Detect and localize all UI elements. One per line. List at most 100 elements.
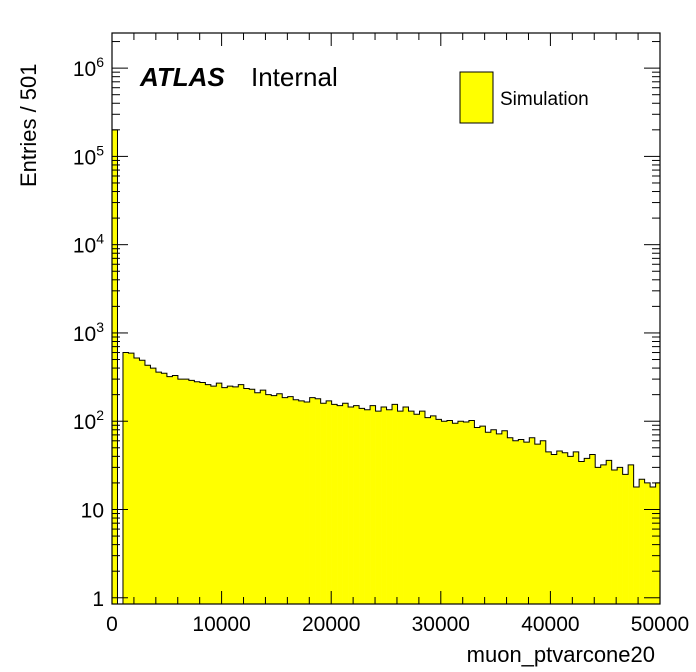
histogram-bar xyxy=(386,409,393,604)
histogram-bar xyxy=(183,379,190,604)
histogram-bar xyxy=(254,392,261,604)
histogram-bar xyxy=(359,408,365,604)
histogram-bar xyxy=(326,400,332,604)
histogram-bar xyxy=(166,376,173,604)
histogram-bar xyxy=(271,395,278,604)
y-tick-label: 105 xyxy=(73,142,104,169)
histogram-bar xyxy=(205,384,212,604)
histogram-bar xyxy=(430,415,437,604)
histogram-bar xyxy=(188,380,195,604)
histogram-bar xyxy=(265,394,272,604)
histogram-bar xyxy=(617,467,623,604)
y-tick-label: 1 xyxy=(92,588,104,611)
atlas-label: ATLAS xyxy=(139,62,225,92)
histogram-bar xyxy=(507,437,514,604)
histogram-bar xyxy=(397,411,404,604)
histogram-bar xyxy=(144,365,151,604)
histogram-bar xyxy=(337,405,343,604)
y-axis-title: Entries / 501 xyxy=(16,63,41,187)
histogram-bar xyxy=(287,396,294,604)
histogram-bar xyxy=(479,426,486,604)
histogram-bars xyxy=(111,129,661,605)
histogram-bar xyxy=(584,458,591,604)
histogram-bar xyxy=(172,375,179,604)
histogram-bar xyxy=(238,384,245,604)
histogram-bar xyxy=(628,464,634,604)
histogram-bar xyxy=(342,403,349,604)
histogram-bar xyxy=(534,444,541,604)
y-tick-label: 104 xyxy=(73,231,104,258)
histogram-bar xyxy=(370,405,376,604)
histogram-bar xyxy=(199,382,206,604)
histogram-bar xyxy=(435,419,442,604)
histogram-bar xyxy=(304,402,310,604)
x-tick-label: 50000 xyxy=(631,613,689,636)
histogram-bar xyxy=(501,430,508,604)
histogram-bar xyxy=(540,440,547,604)
histogram-bar xyxy=(551,454,558,604)
histogram-bar xyxy=(150,368,157,604)
histogram-bar xyxy=(463,422,470,604)
histogram-bar xyxy=(496,433,503,604)
histogram-bar xyxy=(216,383,223,604)
histogram-bar xyxy=(194,381,201,604)
histogram-bar xyxy=(567,456,574,604)
histogram-bar xyxy=(424,417,431,604)
histogram-bar xyxy=(452,423,459,604)
histogram-bar xyxy=(639,479,645,604)
histogram-bar xyxy=(611,470,618,604)
histogram-bar xyxy=(348,406,354,604)
y-tick-labels: 1 10 102 103 104 105 106 xyxy=(73,54,104,611)
histogram-bar xyxy=(446,420,453,604)
histogram-bar xyxy=(441,421,448,604)
histogram-bar xyxy=(468,420,475,604)
histogram-bar xyxy=(309,397,316,604)
histogram-bar xyxy=(556,450,563,604)
histogram-bar xyxy=(298,400,305,604)
histogram-outline xyxy=(111,129,660,605)
histogram-bar xyxy=(112,129,118,604)
x-tick-label: 20000 xyxy=(302,613,360,636)
histogram-bar xyxy=(282,397,289,604)
histogram-bar xyxy=(408,411,415,604)
histogram-bar xyxy=(403,406,409,604)
histogram-bar xyxy=(232,386,239,604)
histogram-bar xyxy=(276,393,283,604)
x-tick-label: 10000 xyxy=(192,613,250,636)
histogram-bar xyxy=(485,432,492,604)
y-tick-label: 10 xyxy=(81,500,104,523)
status-label: Internal xyxy=(251,62,338,92)
histogram-bar xyxy=(249,389,256,604)
histogram-bar xyxy=(227,386,234,604)
histogram-bar xyxy=(512,440,519,604)
histogram-bar xyxy=(331,404,338,604)
histogram-bar xyxy=(573,451,580,604)
histogram-bar xyxy=(650,486,656,604)
histogram-bar xyxy=(133,358,140,604)
histogram-bar xyxy=(161,373,168,604)
histogram-bar xyxy=(381,406,387,604)
x-axis-title: muon_ptvarcone20 xyxy=(467,642,655,667)
histogram-bar xyxy=(600,464,607,604)
histogram-bar xyxy=(320,403,327,604)
histogram-bar xyxy=(155,372,162,604)
histogram-bar xyxy=(644,482,651,604)
histogram-bar xyxy=(633,486,640,604)
histogram-bar xyxy=(578,461,585,604)
histogram-bar xyxy=(606,460,612,604)
histogram-bar xyxy=(518,439,525,604)
histogram-bar xyxy=(523,442,530,604)
histogram-bar xyxy=(589,454,596,604)
y-tick-label: 106 xyxy=(73,54,104,81)
histogram-bar xyxy=(457,421,464,604)
histogram-bar xyxy=(414,414,420,604)
histogram-bar xyxy=(221,387,228,604)
histogram-bar xyxy=(139,360,146,604)
histogram-bar xyxy=(260,390,267,604)
histogram-bar xyxy=(128,353,135,604)
histogram-bar xyxy=(177,379,184,604)
histogram-bar xyxy=(375,411,382,604)
histogram-bar xyxy=(392,404,398,604)
histogram-bar xyxy=(419,411,426,604)
